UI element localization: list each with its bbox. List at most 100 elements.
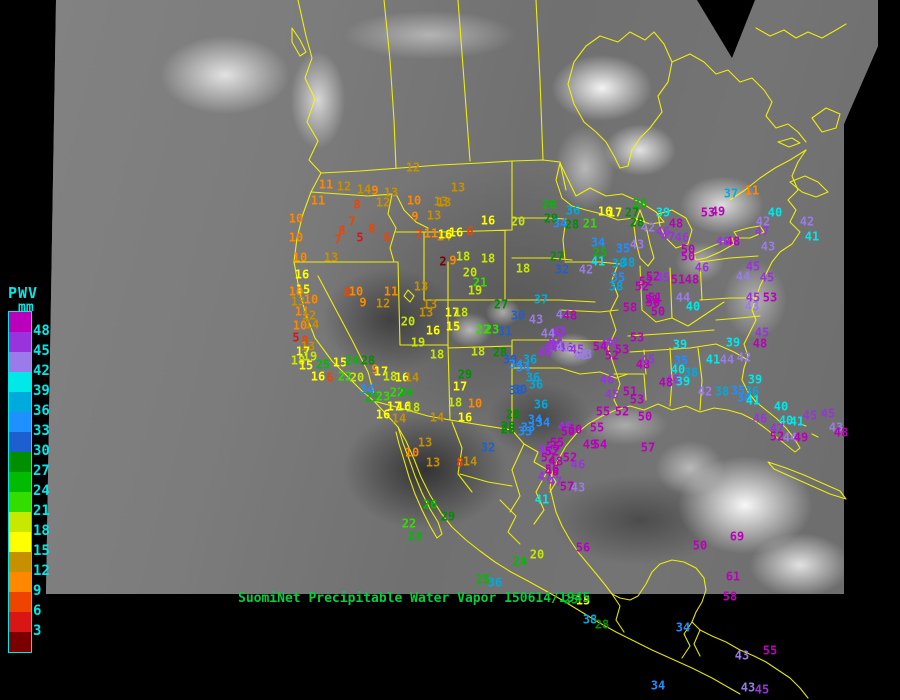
station-pwv-value: 28 [594,617,610,632]
station-pwv-value: 50 [692,538,708,553]
station-pwv-value: 47 [754,224,770,239]
station-pwv-value: 28 [492,345,508,360]
lake-superior [555,162,665,225]
station-pwv-value: 26 [541,197,557,212]
station-pwv-value: 34 [552,216,568,231]
colorbar-swatch [9,332,31,352]
station-pwv-value: 51 [622,384,638,399]
station-pwv-value: 40 [778,413,794,428]
station-pwv-value: 50 [650,304,666,319]
station-pwv-value: 52 [562,450,578,465]
station-pwv-value: 16 [310,369,326,384]
station-pwv-value: 47 [599,337,615,352]
station-pwv-value: 56 [544,462,560,477]
station-pwv-value: 44 [540,326,556,341]
station-pwv-value: 40 [670,362,686,377]
station-pwv-value: 43 [734,648,750,663]
station-pwv-value: 11 [310,193,326,208]
station-pwv-value: 52 [604,348,620,363]
station-pwv-value: 45 [745,259,761,274]
station-pwv-value: 42 [697,384,713,399]
colorbar-tick-label: 12 [33,563,50,579]
station-pwv-value: 48 [833,425,849,440]
station-pwv-value: 18 [455,249,471,264]
canada-province-lines [383,0,544,169]
station-pwv-value: 47 [769,421,785,436]
station-pwv-value: 45 [557,419,573,434]
baja-peninsula [395,426,443,539]
station-pwv-value: 13 [436,195,452,210]
station-pwv-value: 46 [665,372,681,387]
station-pwv-value: 48 [635,357,651,372]
station-pwv-value: 33 [517,424,533,439]
station-pwv-value: 20 [349,370,365,385]
station-pwv-value: 10 [288,230,304,245]
anticosti-island [777,137,801,148]
station-pwv-value: 46 [694,260,710,275]
colorbar-tick-label: 45 [33,343,50,359]
station-pwv-value: 45 [604,387,620,402]
station-pwv-value: 28 [564,217,580,232]
station-pwv-value: 45 [754,325,770,340]
station-pwv-value: 52 [638,274,654,289]
station-pwv-value: 50 [567,422,583,437]
station-pwv-value: 46 [550,340,566,355]
station-pwv-value: 43 [577,347,593,362]
colorbar-swatch [9,412,31,432]
station-pwv-value: 9 [371,183,379,198]
station-pwv-value: 50 [645,295,661,310]
central-america-lines [611,423,819,659]
station-pwv-value: 9 [449,253,457,268]
station-pwv-value: 48 [548,454,564,469]
station-pwv-value: 46 [537,442,553,457]
station-pwv-value: 38 [611,256,627,271]
station-pwv-value: 34 [359,382,375,397]
station-pwv-value: 10 [292,250,308,265]
station-pwv-value: 16 [375,407,391,422]
station-pwv-value: 45 [655,270,671,285]
station-pwv-value: 52 [614,404,630,419]
colorbar-tick-label: 21 [33,503,50,519]
station-pwv-value: 43 [629,237,645,252]
colorbar-swatch [9,612,31,632]
station-pwv-value: 54 [592,339,608,354]
station-pwv-value: 46 [715,234,731,249]
station-pwv-value: 22 [475,322,491,337]
station-pwv-value: 43 [760,239,776,254]
station-pwv-value: 53 [762,290,778,305]
station-pwv-value: 6 [326,370,334,385]
station-pwv-value: 46 [570,457,586,472]
station-pwv-value: 18 [429,347,445,362]
station-pwv-value: 13 [323,250,339,265]
station-pwv-value: 27 [624,205,640,220]
station-pwv-value: 18 [405,400,421,415]
station-pwv-value: 30 [510,308,526,323]
station-pwv-value: 39 [655,205,671,220]
station-pwv-value: 52 [544,444,560,459]
station-pwv-value: 41 [705,352,721,367]
station-pwv-value: 16 [294,267,310,282]
station-pwv-value: 20 [529,547,545,562]
colorbar-swatch [9,552,31,572]
colorbar-tick-label: 48 [33,323,50,339]
coastline-atlantic-gulf [549,149,809,699]
station-pwv-value: 8 [456,455,464,470]
station-pwv-value: 18 [515,261,531,276]
lake-michigan [633,209,655,267]
station-pwv-value: 34 [527,412,543,427]
station-pwv-value: 5 [292,330,300,345]
colorbar-swatch [9,532,31,552]
station-pwv-value: 7 [334,232,342,247]
station-pwv-value: 45 [759,270,775,285]
station-pwv-value: 34 [508,357,524,372]
station-pwv-value: 19 [467,283,483,298]
station-pwv-value: 25 [475,572,491,587]
station-pwv-value: 20 [400,314,416,329]
station-pwv-value: 14 [391,411,407,426]
station-pwv-value: 17 [295,344,311,359]
station-pwv-value: 57 [640,440,656,455]
station-pwv-value: 21 [582,216,598,231]
station-pwv-value: 36 [533,397,549,412]
station-pwv-value: 16 [394,370,410,385]
station-pwv-value: 25 [592,245,608,260]
